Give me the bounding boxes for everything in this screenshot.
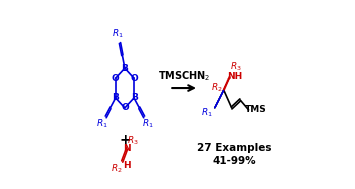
Text: $R_1$: $R_1$	[112, 27, 124, 40]
Text: O: O	[121, 103, 129, 112]
Text: $R_3$: $R_3$	[230, 60, 242, 73]
Text: B: B	[112, 94, 119, 102]
Text: TMS: TMS	[245, 105, 267, 114]
Polygon shape	[215, 90, 224, 108]
Text: $R_3$: $R_3$	[126, 134, 138, 147]
Text: $R_1$: $R_1$	[202, 107, 213, 119]
Text: $R_2$: $R_2$	[211, 82, 222, 94]
Text: O: O	[130, 74, 138, 83]
Text: $R_2$: $R_2$	[111, 162, 123, 175]
Text: +: +	[119, 133, 131, 147]
Text: $R_1$: $R_1$	[142, 118, 154, 130]
Text: B: B	[121, 64, 129, 73]
Text: B: B	[131, 94, 137, 102]
Text: TMSCHN$_2$: TMSCHN$_2$	[158, 69, 211, 83]
Text: O: O	[112, 74, 120, 83]
Text: 41-99%: 41-99%	[213, 156, 256, 166]
Text: 27 Examples: 27 Examples	[197, 143, 272, 153]
Text: N: N	[123, 144, 131, 153]
Text: H: H	[123, 161, 131, 170]
Text: $R_1$: $R_1$	[96, 118, 108, 130]
Text: NH: NH	[227, 72, 242, 81]
